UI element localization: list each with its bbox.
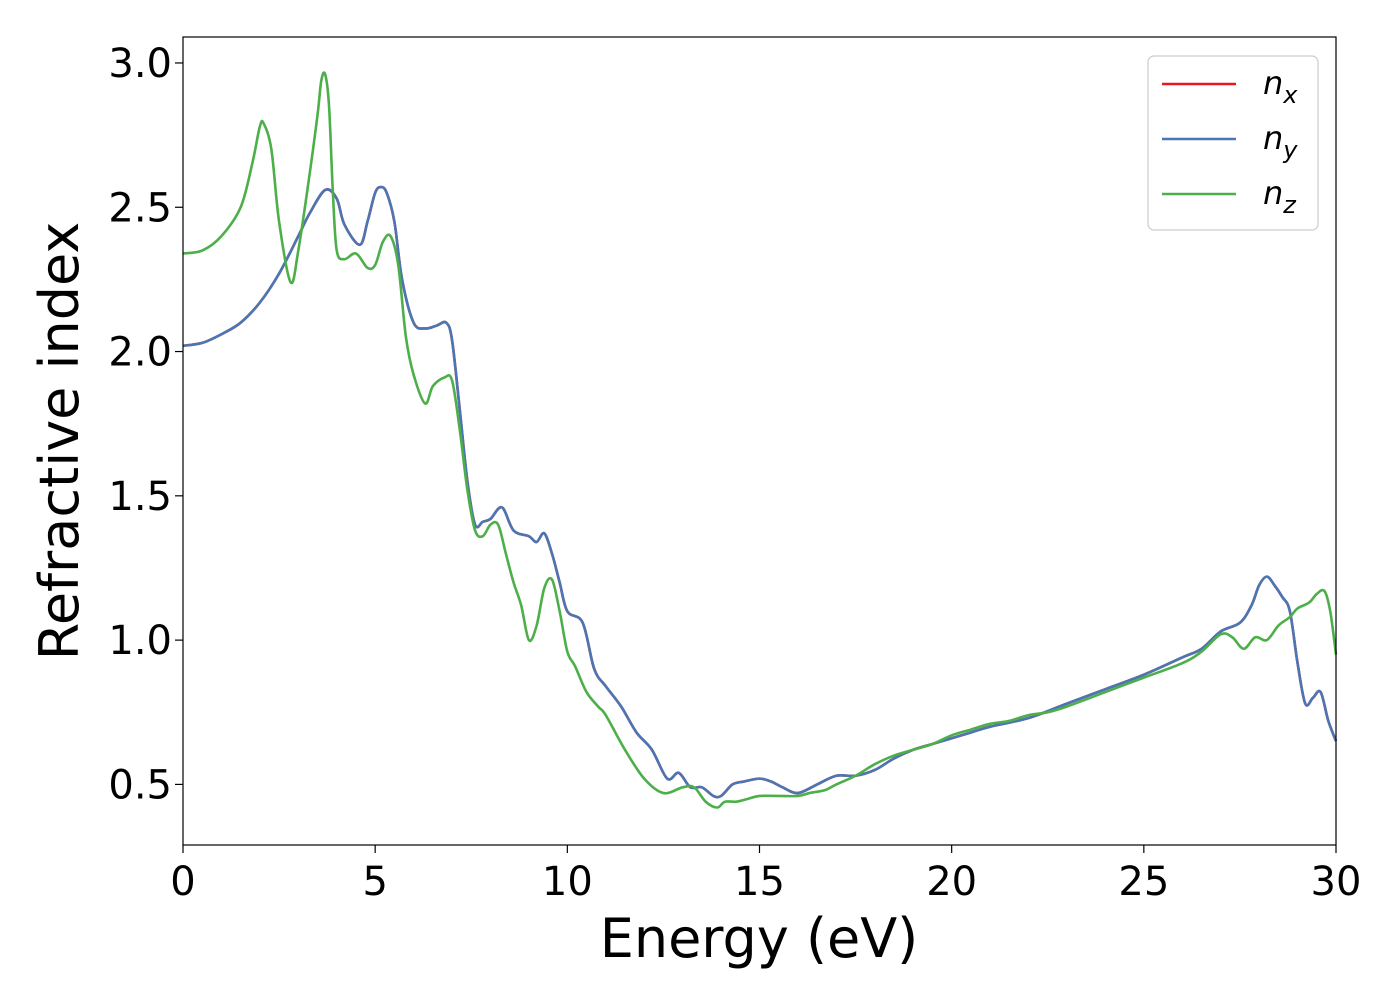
x-tick-label: 20	[926, 859, 977, 905]
x-tick-label: 0	[170, 859, 195, 905]
plot-background	[183, 37, 1336, 845]
y-axis-label: Refractive index	[28, 222, 91, 661]
y-tick-label: 3.0	[108, 41, 172, 87]
series-line-ny	[182, 185, 1338, 799]
legend-entry-nz: nz	[1263, 174, 1297, 219]
y-tick-label: 2.0	[108, 330, 172, 376]
x-tick-label: 25	[1118, 859, 1169, 905]
y-axis-ticks: 0.5 1.0 1.5 2.0 2.5 3.0	[108, 41, 183, 808]
x-tick-label: 15	[734, 859, 785, 905]
series-layer	[182, 71, 1338, 809]
series-line-nz	[182, 71, 1338, 809]
x-tick-label: 10	[542, 859, 593, 905]
legend-entry-ny: ny	[1263, 119, 1298, 164]
y-tick-label: 2.5	[108, 185, 172, 231]
y-tick-label: 0.5	[108, 762, 172, 808]
legend: nx ny nz	[1147, 55, 1319, 231]
legend-entry-nx: nx	[1263, 64, 1298, 109]
y-tick-label: 1.0	[108, 618, 172, 664]
x-tick-label: 30	[1311, 859, 1362, 905]
x-tick-label: 5	[362, 859, 387, 905]
x-axis-ticks: 0 5 10 15 20 25 30	[170, 845, 1361, 905]
y-tick-label: 1.5	[108, 474, 172, 520]
x-axis-label: Energy (eV)	[600, 907, 919, 970]
legend-box	[1147, 55, 1319, 231]
